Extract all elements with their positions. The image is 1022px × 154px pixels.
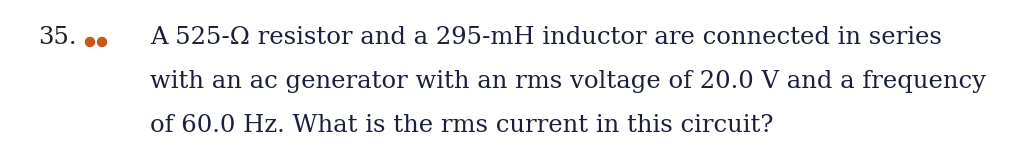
Text: A 525-Ω resistor and a 295-mH inductor are connected in series: A 525-Ω resistor and a 295-mH inductor a…	[150, 26, 942, 49]
Text: of 60.0 Hz. What is the rms current in this circuit?: of 60.0 Hz. What is the rms current in t…	[150, 114, 774, 137]
Circle shape	[86, 38, 94, 47]
Circle shape	[97, 38, 106, 47]
Text: with an ac generator with an rms voltage of 20.0 V and a frequency: with an ac generator with an rms voltage…	[150, 70, 986, 93]
Text: 35.: 35.	[38, 26, 77, 49]
